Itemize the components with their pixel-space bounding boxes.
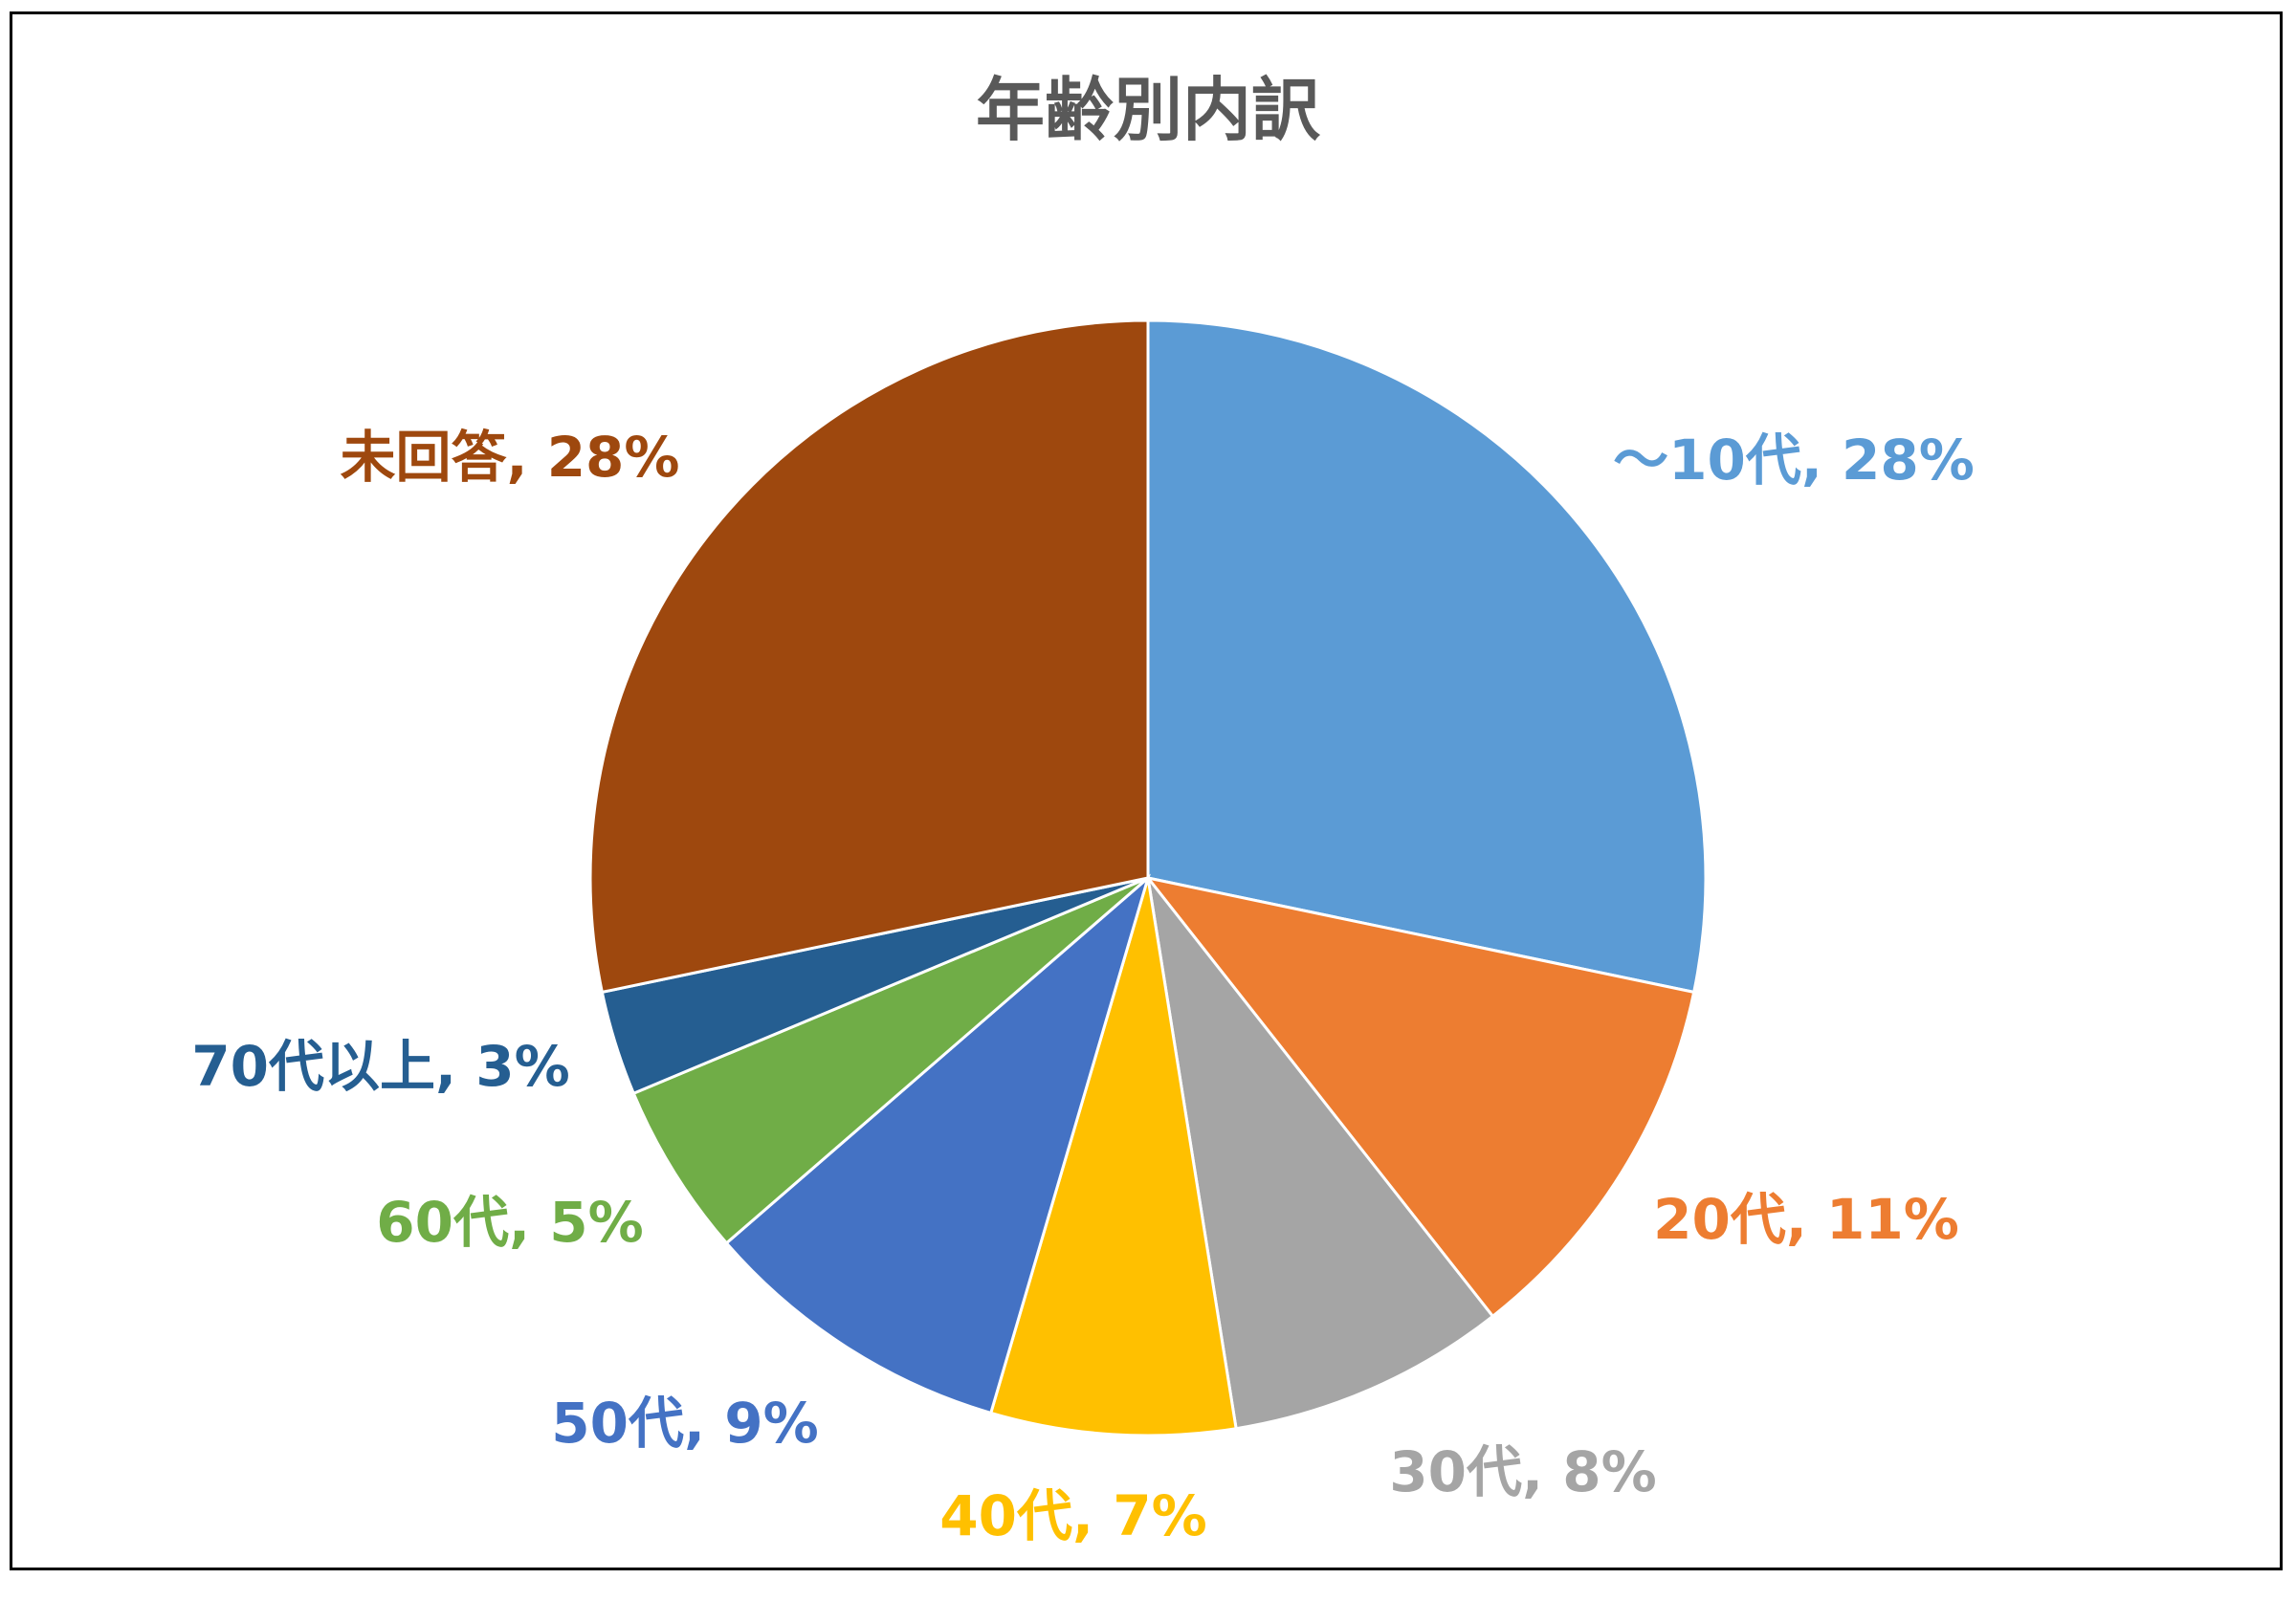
data-label-6: 60代, 5% — [376, 1190, 643, 1255]
data-label-1: ～10代, 28% — [1613, 428, 1975, 493]
data-label-8: 未回答, 28% — [340, 425, 679, 490]
data-label-3: 30代, 8% — [1389, 1439, 1656, 1504]
chart-frame — [10, 11, 2283, 1570]
pie-slice-6 — [631, 876, 1149, 1245]
chart-title: 年齢別内訳 — [976, 70, 1321, 150]
data-label-2: 20代, 11% — [1653, 1187, 1959, 1252]
pie-slice-3 — [1145, 872, 1495, 1431]
pie-slice-2 — [1144, 875, 1696, 1319]
data-label-7: 70代以上, 3% — [191, 1034, 569, 1099]
pie-slice-5 — [724, 873, 1151, 1415]
pie-slice-1 — [1146, 318, 1708, 995]
data-label-5: 50代, 9% — [551, 1391, 818, 1456]
pie-slice-4 — [988, 877, 1238, 1437]
data-label-4: 40代, 7% — [939, 1483, 1206, 1548]
pie-slice-8 — [588, 318, 1150, 995]
